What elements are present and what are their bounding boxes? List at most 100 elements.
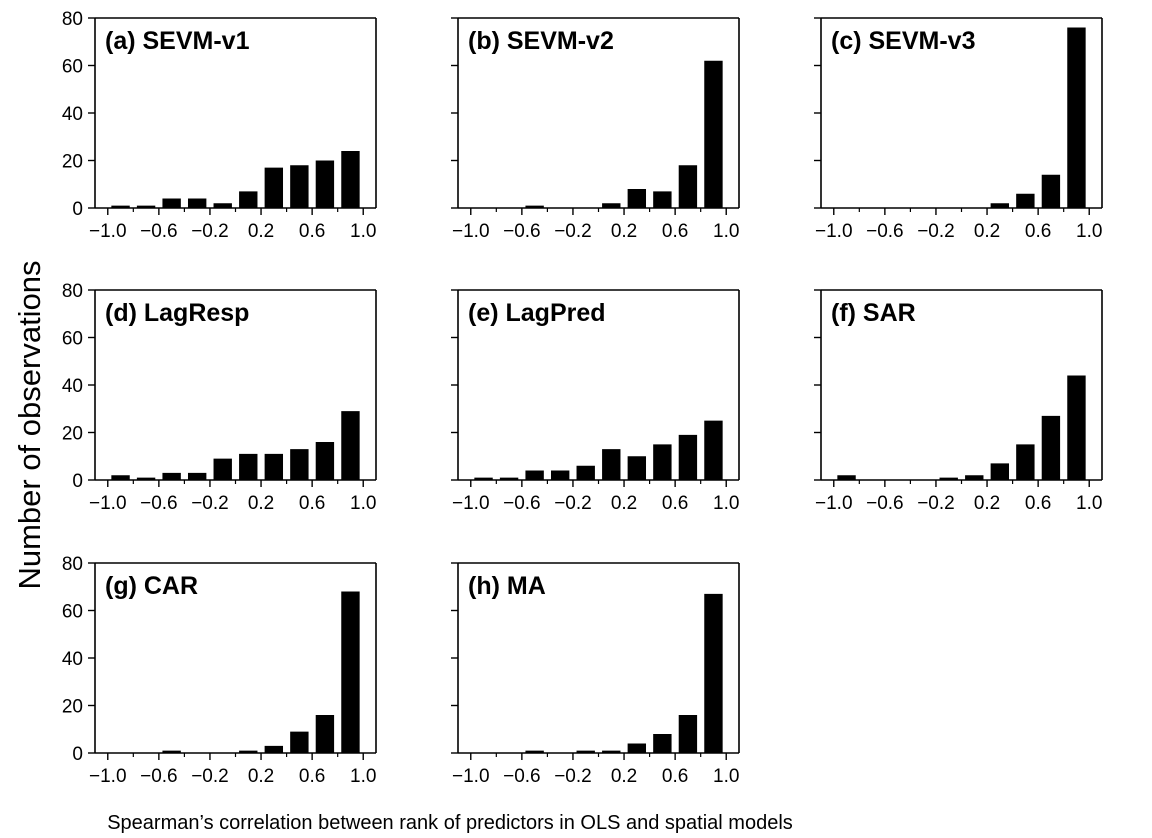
x-tick-label: 0.6 bbox=[299, 766, 325, 787]
x-tick-label: −0.2 bbox=[554, 493, 592, 514]
bar bbox=[111, 475, 130, 480]
x-tick-label: 0.2 bbox=[611, 221, 637, 242]
bar bbox=[653, 191, 672, 209]
bar bbox=[474, 477, 493, 481]
bar bbox=[111, 205, 130, 209]
bar bbox=[550, 470, 570, 480]
y-tick-label: 80 bbox=[62, 281, 83, 302]
bar bbox=[315, 715, 335, 753]
bar bbox=[1067, 27, 1086, 208]
y-tick-label: 60 bbox=[62, 329, 83, 350]
x-tick-label: 0.6 bbox=[1025, 221, 1051, 242]
bar bbox=[576, 465, 595, 480]
x-tick-label: −0.2 bbox=[554, 221, 592, 242]
y-tick-label: 0 bbox=[72, 744, 83, 765]
bar bbox=[264, 453, 284, 481]
x-tick-label: −1.0 bbox=[89, 493, 127, 514]
x-tick-label: −0.6 bbox=[140, 221, 178, 242]
bar bbox=[290, 449, 309, 481]
y-tick-label: 60 bbox=[62, 57, 83, 78]
bar bbox=[965, 475, 984, 480]
y-tick-label: 0 bbox=[72, 199, 83, 220]
bar bbox=[239, 453, 258, 481]
bar bbox=[290, 731, 309, 754]
bar bbox=[315, 442, 335, 480]
bar bbox=[239, 750, 258, 754]
panel-title: (f) SAR bbox=[831, 299, 916, 327]
x-tick-label: −0.2 bbox=[191, 766, 229, 787]
x-tick-label: −0.6 bbox=[866, 493, 904, 514]
bar bbox=[627, 743, 647, 753]
x-tick-label: −0.6 bbox=[503, 493, 541, 514]
x-tick-label: −1.0 bbox=[452, 221, 490, 242]
x-tick-label: −0.6 bbox=[140, 766, 178, 787]
y-tick-label: 40 bbox=[62, 376, 83, 397]
bar bbox=[290, 165, 309, 208]
x-tick-label: 0.2 bbox=[248, 493, 274, 514]
x-tick-label: 1.0 bbox=[713, 493, 739, 514]
bar bbox=[602, 203, 621, 208]
bar bbox=[837, 475, 856, 480]
bar bbox=[187, 198, 207, 208]
bar bbox=[264, 167, 284, 209]
bar bbox=[136, 205, 156, 209]
panel-title: (c) SEVM-v3 bbox=[831, 27, 975, 55]
x-tick-label: −0.2 bbox=[191, 493, 229, 514]
bar bbox=[187, 472, 207, 481]
bar bbox=[162, 750, 181, 754]
bar bbox=[1016, 444, 1035, 481]
x-tick-label: −0.6 bbox=[866, 221, 904, 242]
y-tick-label: 60 bbox=[62, 602, 83, 623]
bar bbox=[264, 745, 284, 754]
bar bbox=[602, 750, 621, 754]
x-axis-label: Spearman’s correlation between rank of p… bbox=[107, 812, 793, 834]
x-tick-label: 1.0 bbox=[713, 766, 739, 787]
x-tick-label: 0.6 bbox=[299, 493, 325, 514]
x-tick-label: 1.0 bbox=[350, 493, 376, 514]
x-tick-label: 0.6 bbox=[662, 221, 688, 242]
bar bbox=[939, 477, 958, 481]
x-tick-label: 1.0 bbox=[713, 221, 739, 242]
bar bbox=[678, 165, 698, 208]
x-tick-label: −0.2 bbox=[191, 221, 229, 242]
panel-1: −1.0 −0.6 −0.2 0.2 0.6 1.0 0 20 40 60 80 (a) SEVM-v… bbox=[62, 9, 377, 242]
x-tick-label: 0.2 bbox=[974, 221, 1000, 242]
y-tick-label: 40 bbox=[62, 649, 83, 670]
bar bbox=[1041, 415, 1061, 481]
bar bbox=[678, 715, 698, 753]
panel-title: (g) CAR bbox=[105, 572, 198, 600]
panel-title: (b) SEVM-v2 bbox=[468, 27, 614, 55]
x-tick-label: 0.2 bbox=[248, 221, 274, 242]
x-tick-label: −1.0 bbox=[815, 493, 853, 514]
panel-title: (a) SEVM-v1 bbox=[105, 27, 250, 55]
x-tick-label: −0.2 bbox=[917, 221, 955, 242]
panel-2: −1.0 −0.6 −0.2 0.2 0.6 1.0 (b) SEVM-v2 bbox=[451, 17, 740, 242]
bar bbox=[1041, 174, 1061, 208]
bar bbox=[162, 472, 181, 481]
y-tick-label: 0 bbox=[72, 471, 83, 492]
bar bbox=[341, 411, 360, 481]
bar bbox=[627, 189, 647, 208]
bar bbox=[704, 593, 723, 754]
panel-title: (e) LagPred bbox=[468, 299, 606, 327]
bar bbox=[499, 477, 519, 481]
x-tick-label: −0.6 bbox=[140, 493, 178, 514]
x-tick-label: −0.2 bbox=[917, 493, 955, 514]
bar bbox=[602, 449, 621, 481]
bar bbox=[990, 203, 1010, 208]
x-tick-label: −1.0 bbox=[89, 766, 127, 787]
y-tick-label: 80 bbox=[62, 554, 83, 575]
x-tick-label: 0.6 bbox=[299, 221, 325, 242]
bar bbox=[525, 470, 544, 480]
bar bbox=[653, 444, 672, 481]
panel-3: −1.0 −0.6 −0.2 0.2 0.6 1.0 (c) SEVM-v3 bbox=[814, 17, 1103, 242]
panel-title: (h) MA bbox=[468, 572, 546, 600]
y-tick-label: 80 bbox=[62, 9, 83, 30]
x-tick-label: 1.0 bbox=[350, 766, 376, 787]
x-tick-label: 1.0 bbox=[350, 221, 376, 242]
panel-7: −1.0 −0.6 −0.2 0.2 0.6 1.0 0 20 40 60 80 (g) CAR bbox=[62, 554, 377, 787]
bar bbox=[136, 477, 156, 481]
bar bbox=[341, 591, 360, 753]
